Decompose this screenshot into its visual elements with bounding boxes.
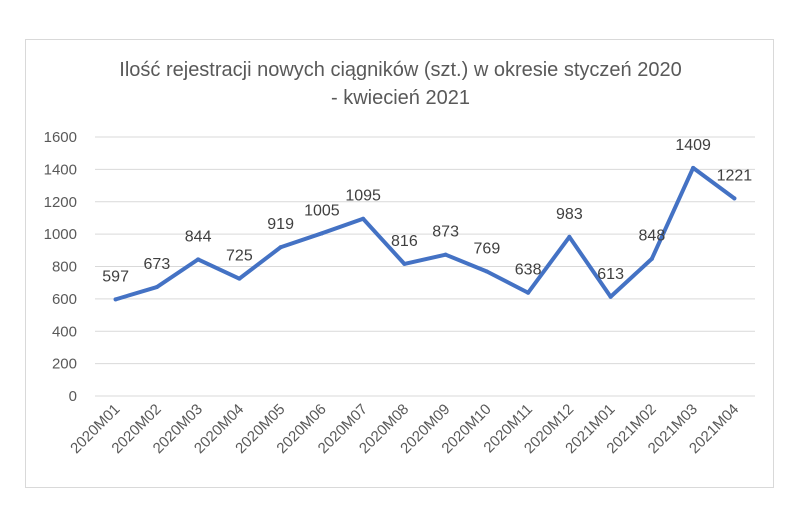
data-point bbox=[526, 290, 531, 295]
data-label: 1095 bbox=[345, 188, 381, 205]
x-axis-tick-labels: 2020M012020M022020M032020M042020M052020M… bbox=[67, 401, 742, 457]
data-label: 613 bbox=[597, 266, 624, 283]
data-label: 873 bbox=[432, 224, 459, 241]
data-point bbox=[732, 196, 737, 201]
data-point bbox=[319, 231, 324, 236]
y-tick-label: 0 bbox=[69, 388, 77, 405]
data-point bbox=[649, 256, 654, 261]
data-label: 848 bbox=[639, 228, 666, 245]
y-tick-label: 1400 bbox=[44, 161, 77, 178]
data-label: 816 bbox=[391, 233, 418, 250]
data-point bbox=[196, 257, 201, 262]
chart-title-line-1: Ilość rejestracji nowych ciągników (szt.… bbox=[119, 59, 682, 81]
data-point bbox=[567, 234, 572, 239]
data-label: 1409 bbox=[675, 137, 711, 154]
data-label: 638 bbox=[515, 262, 542, 279]
y-tick-label: 600 bbox=[52, 291, 77, 308]
data-label: 983 bbox=[556, 206, 583, 223]
data-point bbox=[484, 269, 489, 274]
data-label: 1221 bbox=[717, 167, 753, 184]
series-line bbox=[113, 165, 737, 302]
y-tick-label: 200 bbox=[52, 356, 77, 373]
data-label: 919 bbox=[267, 216, 294, 233]
data-label: 673 bbox=[144, 256, 171, 273]
data-labels: 597 673 844 725 919 1005 1095 816 873 769 638 983 61… bbox=[102, 137, 752, 285]
data-label: 597 bbox=[102, 268, 129, 285]
data-label: 769 bbox=[474, 241, 501, 258]
data-point bbox=[237, 276, 242, 281]
y-tick-label: 400 bbox=[52, 323, 77, 340]
data-point bbox=[691, 165, 696, 170]
y-axis-tick-labels: 0 200 400 600 800 1000 1200 1400 1600 bbox=[44, 129, 77, 405]
chart-title: Ilość rejestracji nowych ciągników (szt.… bbox=[0, 56, 801, 112]
data-point bbox=[402, 261, 407, 266]
y-tick-label: 1200 bbox=[44, 194, 77, 211]
data-point bbox=[443, 252, 448, 257]
data-point bbox=[608, 294, 613, 299]
data-point bbox=[361, 216, 366, 221]
chart-title-line-2: - kwiecień 2021 bbox=[331, 87, 470, 109]
data-point bbox=[278, 245, 283, 250]
y-tick-label: 800 bbox=[52, 259, 77, 276]
y-tick-label: 1600 bbox=[44, 129, 77, 146]
series-line-path bbox=[113, 165, 737, 302]
data-label: 844 bbox=[185, 228, 212, 245]
data-label: 1005 bbox=[304, 202, 340, 219]
gridlines bbox=[95, 136, 755, 397]
y-tick-label: 1000 bbox=[44, 226, 77, 243]
data-label: 725 bbox=[226, 248, 253, 265]
data-point bbox=[154, 285, 159, 290]
data-point bbox=[113, 297, 118, 302]
